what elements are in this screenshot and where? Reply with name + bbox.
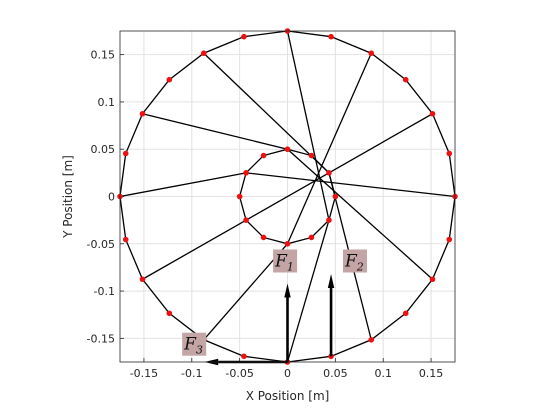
outer-node-point xyxy=(429,110,436,117)
force-label-subscript: 2 xyxy=(356,260,364,273)
outer-node-point xyxy=(446,150,453,157)
outer-node-point xyxy=(368,50,375,57)
inner-node-point xyxy=(326,170,332,176)
spoke-line xyxy=(286,30,330,221)
outer-node-point xyxy=(166,76,173,83)
y-tick-label: -0.1 xyxy=(94,285,115,298)
force-label-main: F xyxy=(183,335,197,355)
plot-frame xyxy=(119,30,456,363)
spoke-line xyxy=(287,148,433,280)
inner-node-point xyxy=(243,217,249,223)
outer-node-point xyxy=(328,33,334,40)
inner-node-point xyxy=(308,152,315,159)
y-tick-label: 0.15 xyxy=(91,49,116,62)
x-tick-label: 0.1 xyxy=(374,367,392,380)
y-ticks: 0.15 0.1 0.05 0 -0.05 -0.1 -0.15 xyxy=(87,49,124,345)
spoke-line xyxy=(142,219,247,280)
y-axis-label: Y Position [m] xyxy=(61,155,75,239)
force-label-main: F xyxy=(344,251,358,271)
spokes xyxy=(119,30,456,363)
force-label-box xyxy=(182,332,207,356)
force-label: F1 xyxy=(274,251,294,273)
x-tick-label: -0.05 xyxy=(225,367,253,380)
y-tick-label: -0.15 xyxy=(87,332,115,345)
outer-node-point xyxy=(200,50,207,57)
spoke-line xyxy=(245,172,456,198)
x-tick-label: -0.1 xyxy=(181,367,202,380)
x-axis-label: X Position [m] xyxy=(246,389,330,403)
spoke-line xyxy=(286,52,372,245)
inner-node-point xyxy=(332,193,339,200)
outer-node-point xyxy=(122,150,129,157)
outer-node-point xyxy=(122,236,129,243)
force-arrow-head xyxy=(327,274,335,289)
outer-node-point xyxy=(402,310,409,317)
inner-node-point xyxy=(284,146,291,153)
outer-node-point xyxy=(166,310,173,317)
inner-node-point xyxy=(326,217,332,223)
x-tick-label: -0.15 xyxy=(130,367,158,380)
outer-node-point xyxy=(402,76,409,83)
spoke-line xyxy=(119,172,247,198)
spoke-line xyxy=(203,52,330,174)
y-tick-label: 0.05 xyxy=(91,143,116,156)
force-label: F2 xyxy=(344,251,364,273)
outer-node-point xyxy=(139,110,146,117)
outer-node-point xyxy=(241,33,247,40)
inner-node-point xyxy=(260,152,267,159)
force-arrow-head xyxy=(284,283,291,298)
y-tick-label: 0.1 xyxy=(98,96,116,109)
inner-node-point xyxy=(243,170,249,176)
force-label-main: F xyxy=(274,251,288,271)
outer-node-point xyxy=(139,276,146,283)
force-label-subscript: 3 xyxy=(196,344,203,357)
inner-node-point xyxy=(284,240,291,247)
outer-node-point xyxy=(328,353,334,360)
y-tick-label: -0.05 xyxy=(87,238,115,251)
spoke-line xyxy=(245,113,433,221)
outer-node-point xyxy=(446,236,453,243)
outer-node-point xyxy=(368,336,375,343)
outer-node-point xyxy=(241,353,247,360)
x-tick-label: 0 xyxy=(284,367,291,380)
y-tick-label: 0 xyxy=(108,191,115,204)
inner-node-point xyxy=(308,234,315,241)
spoke-line xyxy=(286,219,330,363)
outer-node-point xyxy=(429,276,436,283)
force-label-subscript: 1 xyxy=(287,260,294,273)
force-label-box xyxy=(273,249,298,273)
force-label-box xyxy=(342,249,367,273)
inner-node-point xyxy=(236,193,243,200)
x-tick-label: 0.05 xyxy=(323,367,348,380)
force-label: F3 xyxy=(183,335,203,357)
inner-node-point xyxy=(260,234,267,241)
spoke-line xyxy=(142,113,288,150)
x-tick-label: 0.15 xyxy=(419,367,444,380)
